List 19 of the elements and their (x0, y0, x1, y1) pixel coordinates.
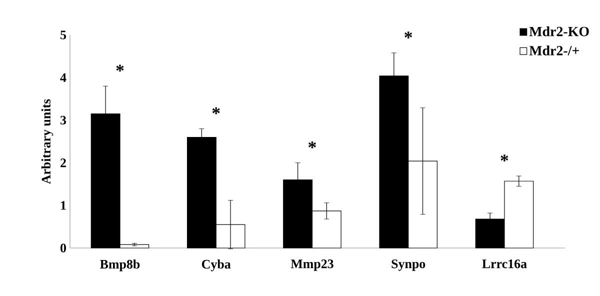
legend-label: Mdr2-/+ (529, 46, 579, 56)
y-tick-label: 0 (60, 244, 66, 252)
annotation: * (308, 141, 316, 148)
y-tick-label: 2 (60, 158, 66, 168)
annotation: * (116, 64, 124, 72)
y-tick-label: 3 (60, 116, 66, 125)
annotation: * (500, 154, 508, 162)
annotation: * (212, 107, 220, 114)
annotation: * (404, 32, 412, 38)
legend-label: Mdr2-KO (529, 26, 589, 36)
y-tick-label: 1 (61, 201, 66, 210)
x-tick-label: Synpo (392, 259, 426, 271)
y-tick-label: 5 (60, 30, 66, 40)
y-tick-label: 4 (60, 73, 66, 82)
x-tick-label: Cyba (202, 259, 231, 272)
y-axis-title: Arbitrary units (41, 99, 54, 184)
x-tick-label: Lrrc16a (482, 259, 527, 268)
x-tick-label: Mmp23 (290, 259, 334, 271)
x-tick-label: Bmp8b (100, 259, 140, 272)
